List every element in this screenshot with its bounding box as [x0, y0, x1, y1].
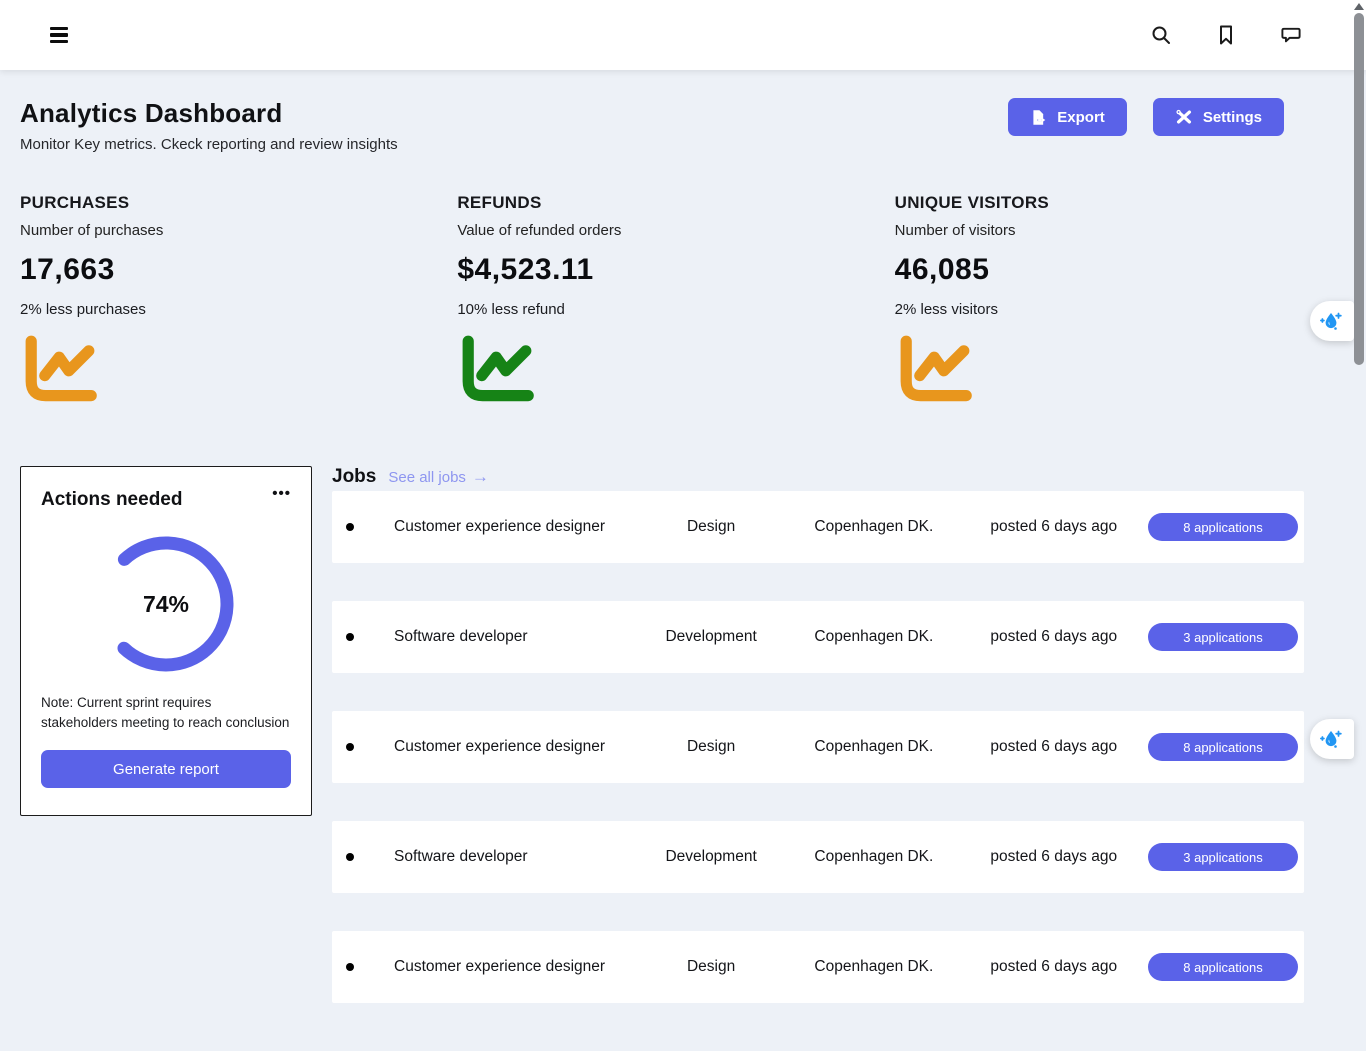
chat-icon[interactable] [1280, 24, 1302, 46]
metric-delta: 2% less visitors [894, 301, 999, 318]
job-posted: posted 6 days ago [990, 958, 1118, 975]
job-location: Copenhagen DK. [814, 518, 934, 535]
job-row[interactable]: Software developer Development Copenhage… [332, 821, 1304, 893]
export-button-label: Export [1057, 108, 1105, 126]
search-icon[interactable] [1150, 24, 1172, 46]
job-posted: posted 6 days ago [990, 848, 1118, 865]
job-location: Copenhagen DK. [814, 738, 934, 755]
generate-report-button[interactable]: Generate report [41, 750, 291, 789]
job-location: Copenhagen DK. [814, 958, 934, 975]
metric-unique-visitors: UNIQUE VISITORS Number of visitors 46,08… [895, 193, 1332, 411]
job-row[interactable]: Customer experience designer Design Cope… [332, 931, 1304, 1003]
metric-description: Value of refunded orders [457, 222, 622, 239]
job-location: Copenhagen DK. [814, 848, 934, 865]
jobs-heading: Jobs [332, 466, 377, 487]
job-category: Development [665, 628, 757, 645]
metric-label: UNIQUE VISITORS [894, 193, 1050, 212]
applications-badge[interactable]: 8 applications [1148, 733, 1298, 761]
actions-note: Note: Current sprint requires stakeholde… [41, 695, 290, 730]
metric-value: $4,523.11 [457, 253, 594, 286]
metric-description: Number of visitors [894, 222, 1016, 239]
file-export-icon [1030, 109, 1047, 126]
applications-badge[interactable]: 8 applications [1148, 953, 1298, 981]
lower-section: Actions needed ••• 74% Note: Current spr… [20, 466, 1332, 1041]
metric-label: PURCHASES [20, 193, 130, 212]
page-subtitle: Monitor Key metrics. Ckeck reporting and… [20, 136, 398, 153]
job-row[interactable]: Customer experience designer Design Cope… [332, 711, 1304, 783]
progress-percentage: 74% [142, 590, 190, 617]
ellipsis-menu-icon[interactable]: ••• [272, 485, 291, 502]
bullet-icon [346, 963, 354, 971]
metric-label: REFUNDS [457, 193, 542, 212]
actions-card-title: Actions needed [41, 489, 183, 510]
job-row[interactable]: Software developer Development Copenhage… [332, 601, 1304, 673]
metric-description: Number of purchases [20, 222, 164, 239]
job-posted: posted 6 days ago [990, 518, 1118, 535]
scrollbar[interactable] [1352, 0, 1366, 1051]
navbar-actions [1150, 24, 1302, 46]
jobs-header: Jobs See all jobs → [332, 466, 1304, 488]
job-posted: posted 6 days ago [990, 628, 1118, 645]
applications-badge[interactable]: 3 applications [1148, 843, 1298, 871]
progress-arc [98, 536, 234, 672]
job-category: Design [686, 958, 736, 975]
metric-value: 17,663 [20, 253, 115, 286]
applications-badge[interactable]: 8 applications [1148, 513, 1298, 541]
job-title: Software developer [394, 848, 528, 865]
water-drop-icon [1319, 730, 1342, 748]
applications-badge[interactable]: 3 applications [1148, 623, 1298, 651]
extension-drop-widget[interactable] [1310, 301, 1354, 341]
see-all-jobs-link[interactable]: See all jobs → [388, 467, 489, 487]
export-button[interactable]: Export [1008, 98, 1127, 136]
chart-line-icon [895, 334, 1332, 411]
progress-donut: 74% [91, 529, 241, 679]
chart-line-icon [457, 334, 894, 411]
page-header-text: Analytics Dashboard Monitor Key metrics.… [20, 98, 398, 153]
bullet-icon [346, 523, 354, 531]
page-header: Analytics Dashboard Monitor Key metrics.… [20, 98, 1332, 153]
top-navbar [0, 0, 1366, 70]
see-all-jobs-label: See all jobs [388, 468, 466, 486]
metrics-row: PURCHASES Number of purchases 17,663 2% … [20, 193, 1332, 411]
job-row[interactable]: Customer experience designer Design Cope… [332, 491, 1304, 563]
metric-refunds: REFUNDS Value of refunded orders $4,523.… [457, 193, 894, 411]
header-buttons: Export Settings [1008, 98, 1284, 136]
actions-needed-card: Actions needed ••• 74% Note: Current spr… [20, 466, 312, 816]
bullet-icon [346, 743, 354, 751]
job-title: Customer experience designer [394, 518, 606, 535]
job-posted: posted 6 days ago [990, 738, 1118, 755]
metric-delta: 2% less purchases [20, 301, 146, 318]
job-title: Software developer [394, 628, 528, 645]
job-title: Customer experience designer [394, 738, 606, 755]
actions-card-header: Actions needed ••• [41, 485, 291, 511]
bullet-icon [346, 853, 354, 861]
jobs-section: Jobs See all jobs → Customer experience … [332, 466, 1304, 1041]
metric-delta: 10% less refund [457, 301, 565, 318]
settings-button-label: Settings [1202, 108, 1262, 126]
job-title: Customer experience designer [394, 958, 606, 975]
tools-icon [1175, 108, 1193, 126]
bullet-icon [346, 633, 354, 641]
page-title: Analytics Dashboard [20, 98, 283, 128]
chart-line-icon [20, 334, 457, 411]
metric-value: 46,085 [894, 253, 990, 286]
settings-button[interactable]: Settings [1152, 98, 1284, 136]
arrow-right-icon: → [471, 467, 489, 486]
water-drop-icon [1319, 312, 1342, 330]
scroll-up-arrow-icon[interactable] [1354, 3, 1364, 10]
job-category: Design [686, 738, 736, 755]
job-category: Design [686, 518, 736, 535]
job-category: Development [665, 848, 757, 865]
scrollbar-thumb[interactable] [1354, 13, 1364, 365]
extension-drop-widget[interactable] [1310, 719, 1354, 759]
main-content: Analytics Dashboard Monitor Key metrics.… [0, 70, 1352, 1041]
bookmark-icon[interactable] [1215, 24, 1237, 46]
hamburger-menu-icon[interactable] [50, 27, 72, 43]
metric-purchases: PURCHASES Number of purchases 17,663 2% … [20, 193, 457, 411]
job-location: Copenhagen DK. [814, 628, 934, 645]
